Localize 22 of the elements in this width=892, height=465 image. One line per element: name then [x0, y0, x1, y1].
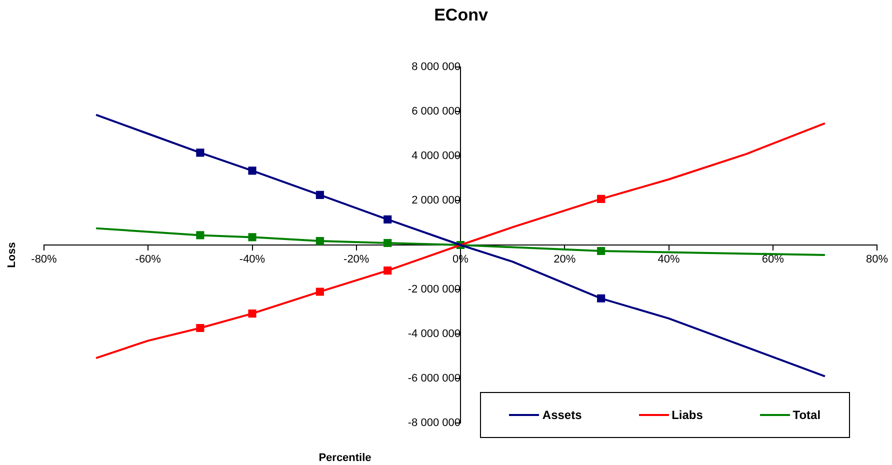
chart-title: EConv [434, 6, 488, 25]
x-tick-label: 20% [554, 254, 576, 266]
y-tick-label: -2 000 000 [408, 284, 460, 296]
y-tick-label: 4 000 000 [412, 150, 460, 162]
y-tick-label: 6 000 000 [412, 106, 460, 118]
x-tick-label: -80% [31, 254, 58, 266]
y-tick-label: -4 000 000 [408, 328, 460, 340]
y-tick-label: -8 000 000 [408, 417, 460, 430]
x-tick-label: -40% [239, 254, 266, 266]
x-tick-label: 80% [866, 254, 888, 266]
y-axis-title: Loss [6, 242, 18, 268]
y-tick-label: -6 000 000 [408, 372, 460, 385]
y-tick-label: 2 000 000 [412, 194, 460, 207]
x-tick-label: -20% [344, 254, 370, 266]
legend-label: Assets [542, 408, 582, 422]
x-tick-label: -60% [135, 254, 162, 266]
x-axis-title: Percentile [318, 452, 372, 464]
x-tick-label: 60% [762, 254, 784, 266]
x-tick-label: 40% [658, 254, 680, 266]
legend-label: Liabs [672, 408, 703, 422]
legend-label: Total [792, 408, 821, 422]
y-tick-label: 8 000 000 [412, 61, 460, 74]
